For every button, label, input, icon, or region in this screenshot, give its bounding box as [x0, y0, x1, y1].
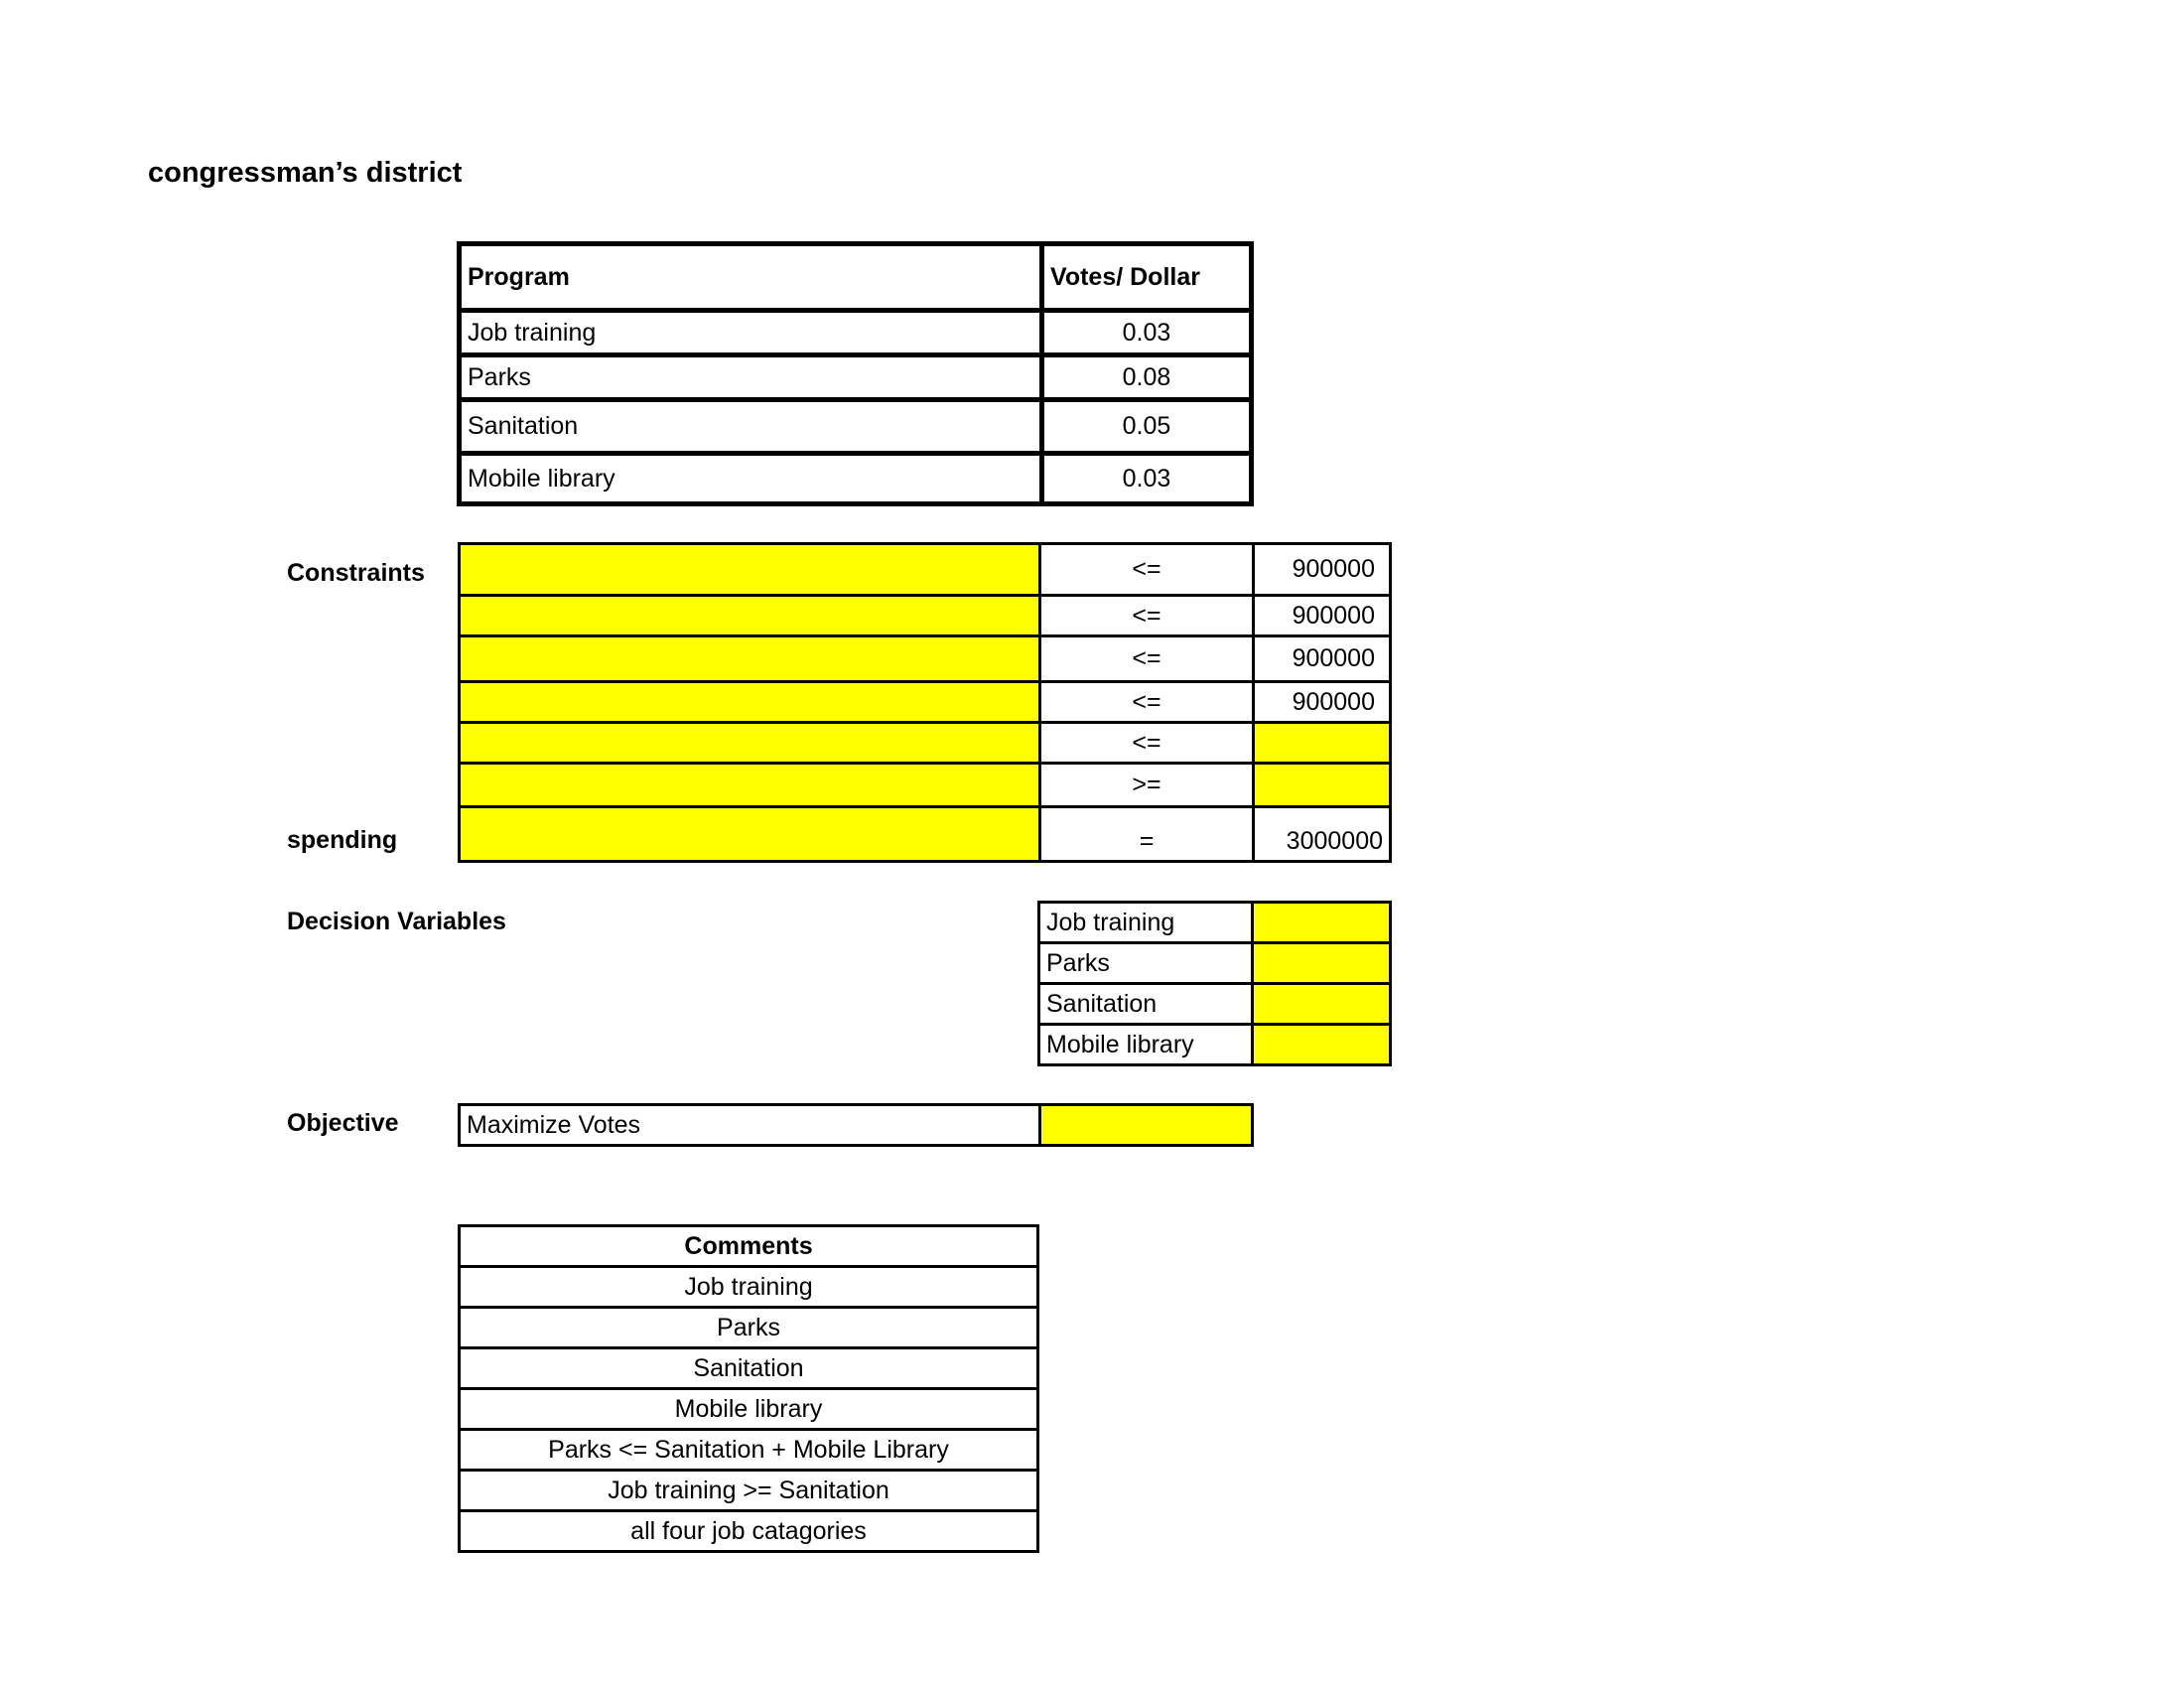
table-row: Mobile library 0.03 [457, 451, 1254, 506]
decision-variable-name: Mobile library [1037, 1023, 1254, 1066]
comment-text: Mobile library [458, 1387, 1039, 1431]
constraint-lhs-cell[interactable] [458, 542, 1041, 597]
constraints-label: Constraints [287, 559, 425, 587]
program-name[interactable]: Sanitation [457, 397, 1044, 456]
constraint-row: <= [458, 721, 1392, 765]
page-title: congressman’s district [148, 157, 463, 189]
constraint-lhs-cell[interactable] [458, 594, 1041, 637]
header-program: Program [457, 241, 1044, 313]
constraint-sign[interactable]: >= [1038, 762, 1255, 808]
table-row: Parks 0.08 [457, 352, 1254, 402]
program-name[interactable]: Job training [457, 308, 1044, 357]
table-row: Job training 0.03 [457, 308, 1254, 357]
comment-row: Mobile library [458, 1387, 1039, 1431]
program-name[interactable]: Parks [457, 352, 1044, 402]
constraint-lhs-cell[interactable] [458, 762, 1041, 808]
constraint-rhs[interactable]: 900000 [1252, 634, 1392, 683]
decision-variable-value[interactable] [1251, 1023, 1392, 1066]
comment-text: all four job catagories [458, 1509, 1039, 1553]
decision-variable-value[interactable] [1251, 901, 1392, 944]
constraint-row: <= 900000 [458, 634, 1392, 683]
decision-variable-row: Parks [1037, 941, 1392, 985]
comment-text: Parks <= Sanitation + Mobile Library [458, 1428, 1039, 1472]
programs-table: Program Votes/ Dollar Job training 0.03 … [457, 241, 1254, 506]
constraint-rhs[interactable]: 900000 [1252, 680, 1392, 724]
objective-value[interactable] [1038, 1103, 1254, 1147]
constraint-rhs[interactable]: 3000000 [1252, 805, 1392, 863]
votes-per-dollar[interactable]: 0.05 [1039, 397, 1254, 456]
constraint-lhs-cell[interactable] [458, 634, 1041, 683]
objective-row: Maximize Votes [458, 1103, 1254, 1147]
constraint-rhs[interactable] [1252, 762, 1392, 808]
objective-label: Objective [287, 1109, 399, 1137]
decision-variable-row: Sanitation [1037, 982, 1392, 1026]
decision-variable-row: Job training [1037, 901, 1392, 944]
table-header-row: Program Votes/ Dollar [457, 241, 1254, 313]
decision-variables-table: Job training Parks Sanitation Mobile lib… [1037, 901, 1392, 1066]
comment-text: Job training [458, 1265, 1039, 1309]
comment-text: Sanitation [458, 1346, 1039, 1390]
comment-row: all four job catagories [458, 1509, 1039, 1553]
spending-lhs-cell[interactable] [458, 805, 1041, 863]
constraint-sign[interactable]: <= [1038, 542, 1255, 597]
header-votes-per-dollar: Votes/ Dollar [1039, 241, 1254, 313]
decision-variable-value[interactable] [1251, 941, 1392, 985]
constraints-table: <= 900000 <= 900000 <= 900000 <= 900000 <= >… [458, 542, 1392, 863]
comment-row: Parks <= Sanitation + Mobile Library [458, 1428, 1039, 1472]
constraint-rhs[interactable]: 900000 [1252, 542, 1392, 597]
comment-text: Parks [458, 1306, 1039, 1349]
constraint-sign[interactable]: = [1038, 805, 1255, 863]
comment-row: Job training >= Sanitation [458, 1469, 1039, 1512]
constraint-row: >= [458, 762, 1392, 808]
constraint-sign[interactable]: <= [1038, 721, 1255, 765]
decision-variable-name: Sanitation [1037, 982, 1254, 1026]
objective-text: Maximize Votes [458, 1103, 1041, 1147]
comment-row: Parks [458, 1306, 1039, 1349]
comment-row: Job training [458, 1265, 1039, 1309]
decision-variable-name: Parks [1037, 941, 1254, 985]
constraint-row: <= 900000 [458, 542, 1392, 597]
comment-text: Job training >= Sanitation [458, 1469, 1039, 1512]
constraint-row: <= 900000 [458, 680, 1392, 724]
spending-label: spending [287, 826, 398, 854]
constraint-lhs-cell[interactable] [458, 680, 1041, 724]
constraint-rhs[interactable] [1252, 721, 1392, 765]
comments-header-row: Comments [458, 1224, 1039, 1268]
comments-header: Comments [458, 1224, 1039, 1268]
comment-row: Sanitation [458, 1346, 1039, 1390]
votes-per-dollar[interactable]: 0.03 [1039, 308, 1254, 357]
constraint-sign[interactable]: <= [1038, 594, 1255, 637]
constraint-lhs-cell[interactable] [458, 721, 1041, 765]
votes-per-dollar[interactable]: 0.08 [1039, 352, 1254, 402]
constraint-sign[interactable]: <= [1038, 634, 1255, 683]
program-name[interactable]: Mobile library [457, 451, 1044, 506]
constraint-sign[interactable]: <= [1038, 680, 1255, 724]
constraint-rhs[interactable]: 900000 [1252, 594, 1392, 637]
constraint-row: <= 900000 [458, 594, 1392, 637]
spending-row: = 3000000 [458, 805, 1392, 863]
decision-variable-row: Mobile library [1037, 1023, 1392, 1066]
votes-per-dollar[interactable]: 0.03 [1039, 451, 1254, 506]
comments-table: Comments Job training Parks Sanitation M… [458, 1224, 1039, 1553]
objective-table: Maximize Votes [458, 1103, 1254, 1147]
decision-variable-name: Job training [1037, 901, 1254, 944]
decision-variables-label: Decision Variables [287, 908, 506, 935]
table-row: Sanitation 0.05 [457, 397, 1254, 456]
decision-variable-value[interactable] [1251, 982, 1392, 1026]
